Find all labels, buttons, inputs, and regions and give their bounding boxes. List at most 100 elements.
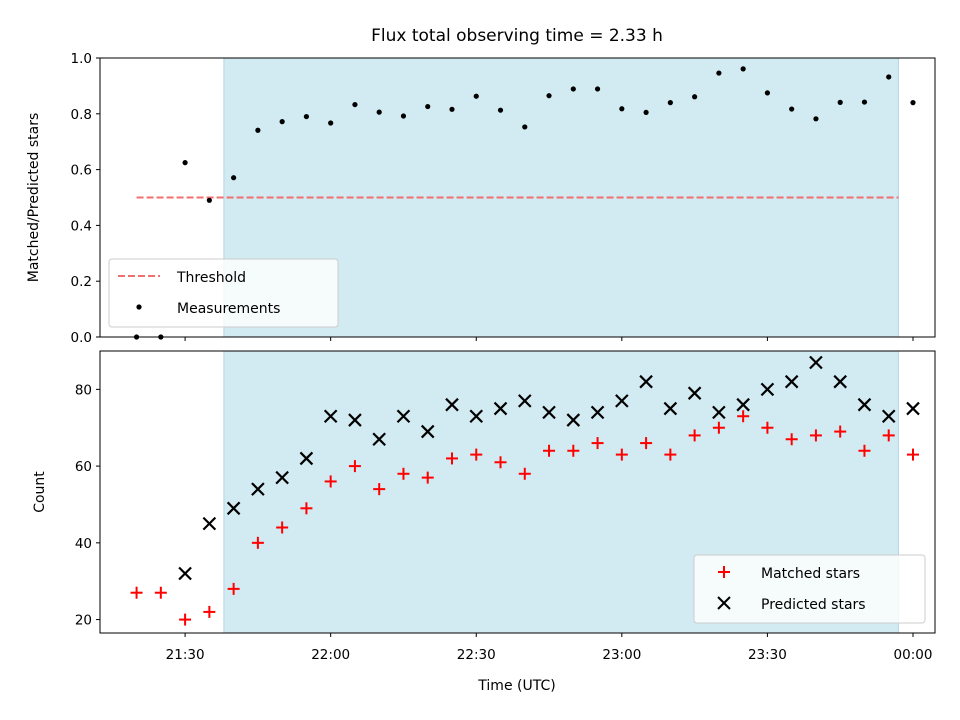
predicted-star-point xyxy=(906,401,920,416)
matched-star-point xyxy=(203,605,216,618)
measurement-point xyxy=(886,74,892,80)
matched-legend-label: Matched stars xyxy=(761,566,860,582)
top-y-tick-label: 0.6 xyxy=(71,163,92,179)
predicted-star-point xyxy=(226,501,241,516)
measurement-point xyxy=(692,94,698,100)
bottom-axes-frame xyxy=(99,350,936,634)
predicted-star-point xyxy=(784,374,799,389)
top-x-ticks xyxy=(184,337,914,341)
predicted-star-point xyxy=(590,405,605,420)
matched-star-point xyxy=(324,475,337,488)
matched-star-point xyxy=(397,467,410,480)
bottom-y-axis-label: Count xyxy=(32,471,48,513)
matched-star-point xyxy=(179,613,192,626)
top-y-tick-label: 0.8 xyxy=(71,107,92,123)
matched-star-point xyxy=(276,521,289,534)
predicted-star-point xyxy=(833,374,847,389)
top-y-tick-label: 0.2 xyxy=(71,274,92,290)
matched-star-point xyxy=(154,586,167,599)
measurement-point xyxy=(231,175,237,181)
predicted-star-point xyxy=(275,470,289,485)
matched-star-point xyxy=(882,429,895,442)
x-tick-label: 23:30 xyxy=(748,647,787,663)
predicted-star-point xyxy=(299,451,314,466)
predicted-star-point xyxy=(639,374,653,389)
bottom-y-tick-label: 60 xyxy=(75,459,92,475)
matched-star-point xyxy=(421,471,434,484)
measurement-point xyxy=(328,120,334,126)
predicted-star-point xyxy=(712,405,726,420)
bottom-legend: Matched stars Predicted stars xyxy=(693,554,926,624)
top-legend: Threshold Measurements xyxy=(108,258,339,328)
predicted-star-point xyxy=(736,397,750,412)
measurement-point xyxy=(667,100,673,106)
matched-star-point xyxy=(470,448,483,461)
chart-title: Flux total observing time = 2.33 h xyxy=(371,26,663,46)
bottom-y-tick-label: 40 xyxy=(75,536,92,552)
predicted-star-point xyxy=(469,409,484,424)
predicted-star-point xyxy=(251,482,265,496)
top-y-tick-label: 0.4 xyxy=(71,218,92,234)
measurement-point xyxy=(570,86,576,92)
predicted-star-point xyxy=(493,401,508,416)
x-tick-label: 00:00 xyxy=(894,647,933,663)
measurement-point xyxy=(376,109,382,115)
measurement-point xyxy=(352,101,358,108)
measurements-legend-label: Measurements xyxy=(177,301,280,317)
x-tick-label: 22:00 xyxy=(311,647,350,663)
predicted-star-point xyxy=(615,394,629,408)
predicted-star-point xyxy=(663,401,678,416)
x-tick-label: 23:00 xyxy=(602,647,641,663)
matched-star-point xyxy=(688,429,701,442)
predicted-star-point xyxy=(760,382,775,397)
measurement-point xyxy=(473,93,479,99)
measurement-point xyxy=(619,106,625,112)
predicted-star-point xyxy=(372,432,386,447)
matched-star-point xyxy=(567,444,580,457)
measurement-point xyxy=(497,107,504,113)
measurement-point xyxy=(764,90,771,96)
predicted-star-point xyxy=(202,516,217,531)
measurement-point xyxy=(449,106,455,112)
measurement-point xyxy=(740,66,746,72)
top-y-axis-label: Matched/Predicted stars xyxy=(26,113,42,283)
measurement-point xyxy=(813,116,819,122)
predicted-legend-swatch xyxy=(717,596,731,610)
predicted-star-point xyxy=(445,397,459,412)
predicted-star-point xyxy=(857,397,872,412)
threshold-legend-label: Threshold xyxy=(176,270,246,286)
measurement-point xyxy=(837,99,843,105)
predicted-star-point xyxy=(323,409,338,424)
measurement-point xyxy=(279,119,285,125)
measurement-point xyxy=(522,124,528,130)
x-axis-label: Time (UTC) xyxy=(477,678,555,694)
matched-star-point xyxy=(906,448,919,461)
measurement-point xyxy=(425,103,431,110)
bottom-y-tick-label: 20 xyxy=(75,613,92,629)
predicted-star-point xyxy=(542,405,556,420)
predicted-star-point xyxy=(881,409,896,424)
measurement-point xyxy=(182,160,188,166)
matched-star-point xyxy=(130,586,143,599)
matched-star-point xyxy=(300,502,313,515)
bottom-y-ticks: 20 40 60 80 xyxy=(75,382,100,629)
matched-star-point xyxy=(640,437,653,450)
x-tick-label: 22:30 xyxy=(457,647,496,663)
measurement-point xyxy=(303,113,310,120)
bottom-x-ticks: 21:30 22:00 22:30 23:00 23:30 00:00 xyxy=(166,633,933,663)
predicted-star-point xyxy=(178,566,192,581)
matched-star-point xyxy=(858,444,871,457)
top-y-tick-label: 0.0 xyxy=(71,330,92,346)
matched-star-point xyxy=(494,456,507,469)
top-y-tick-label: 1.0 xyxy=(71,51,92,67)
bottom-plot-marks xyxy=(130,355,920,626)
measurement-point xyxy=(910,100,916,106)
predicted-star-point xyxy=(687,386,702,400)
matched-legend-swatch xyxy=(718,566,730,578)
bottom-legend-frame xyxy=(693,554,926,624)
matched-star-point xyxy=(543,444,556,457)
top-legend-frame xyxy=(108,258,339,328)
predicted-star-point xyxy=(518,394,532,408)
bottom-y-tick-label: 80 xyxy=(75,382,92,398)
